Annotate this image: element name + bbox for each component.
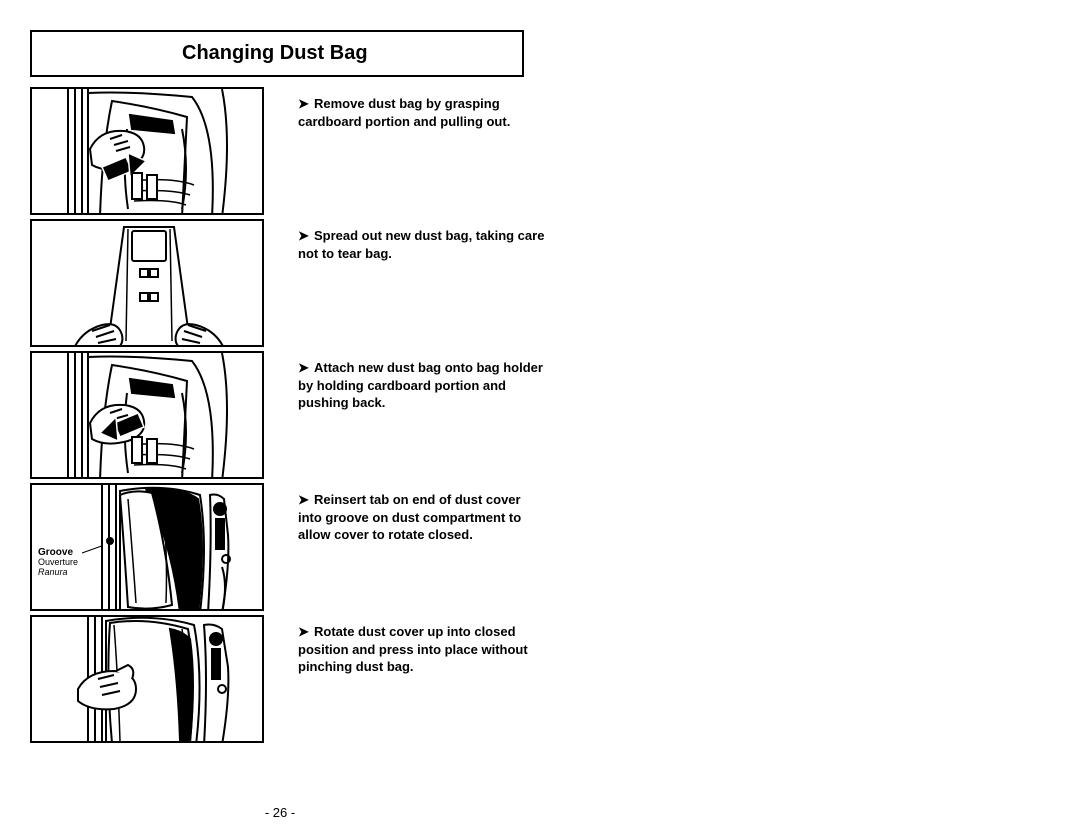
section-title-box: Changing Dust Bag xyxy=(30,30,524,77)
illustration-4: Groove Ouverture Ranura xyxy=(30,483,264,611)
step-text: Spread out new dust bag, taking care not… xyxy=(298,228,544,261)
groove-label: Groove Ouverture Ranura xyxy=(38,547,78,578)
bullet-arrow-icon: ➤ xyxy=(298,95,314,113)
step-row: ➤Rotate dust cover up into closed positi… xyxy=(30,615,1040,743)
step-caption: ➤Remove dust bag by grasping cardboard p… xyxy=(298,87,546,130)
illustration-2 xyxy=(30,219,264,347)
bullet-arrow-icon: ➤ xyxy=(298,359,314,377)
step-caption: ➤Spread out new dust bag, taking care no… xyxy=(298,219,546,262)
illustration-1 xyxy=(30,87,264,215)
illustration-5 xyxy=(30,615,264,743)
step-text: Rotate dust cover up into closed positio… xyxy=(298,624,528,674)
groove-label-es: Ranura xyxy=(38,568,78,578)
step-caption: ➤Reinsert tab on end of dust cover into … xyxy=(298,483,546,544)
step-row: ➤Spread out new dust bag, taking care no… xyxy=(30,219,1040,347)
bullet-arrow-icon: ➤ xyxy=(298,227,314,245)
step-text: Reinsert tab on end of dust cover into g… xyxy=(298,492,521,542)
step-text: Attach new dust bag onto bag holder by h… xyxy=(298,360,543,410)
bullet-arrow-icon: ➤ xyxy=(298,491,314,509)
step-row: ➤Remove dust bag by grasping cardboard p… xyxy=(30,87,1040,215)
step-caption: ➤Attach new dust bag onto bag holder by … xyxy=(298,351,546,412)
step-caption: ➤Rotate dust cover up into closed positi… xyxy=(298,615,546,676)
page-number: - 26 - xyxy=(0,805,560,820)
illustration-3 xyxy=(30,351,264,479)
step-text: Remove dust bag by grasping cardboard po… xyxy=(298,96,510,129)
section-title: Changing Dust Bag xyxy=(182,42,508,65)
step-row: ➤Attach new dust bag onto bag holder by … xyxy=(30,351,1040,479)
bullet-arrow-icon: ➤ xyxy=(298,623,314,641)
step-row: Groove Ouverture Ranura xyxy=(30,483,1040,611)
manual-page: Changing Dust Bag xyxy=(0,0,1080,834)
